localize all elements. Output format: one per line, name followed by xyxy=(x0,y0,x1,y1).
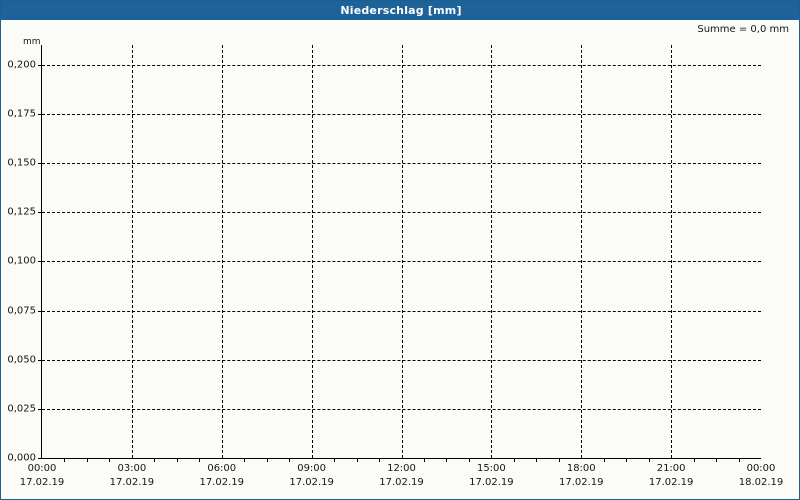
x-axis-date: 17.02.19 xyxy=(19,477,65,488)
x-axis-date: 17.02.19 xyxy=(379,477,424,488)
x-axis-minor-tick xyxy=(738,458,740,462)
gridline-vertical xyxy=(581,45,583,458)
x-axis-minor-tick xyxy=(716,458,718,462)
y-axis-tick xyxy=(38,310,42,312)
x-axis-tick-label: 15:00 17.02.19 xyxy=(469,462,514,490)
x-axis-minor-tick xyxy=(446,458,448,462)
x-axis-time: 21:00 xyxy=(656,463,686,474)
y-axis-tick xyxy=(38,359,42,361)
x-axis-time: 03:00 xyxy=(117,463,147,474)
x-axis-minor-tick xyxy=(64,458,66,462)
x-axis-time: 00:00 xyxy=(746,463,776,474)
x-axis-time: 15:00 xyxy=(476,463,506,474)
y-axis-tick xyxy=(38,163,42,164)
gridline-vertical xyxy=(221,45,223,458)
y-axis-tick xyxy=(38,261,42,263)
x-axis-time: 09:00 xyxy=(297,463,327,474)
y-axis-tick-label: 0,075 xyxy=(7,305,36,316)
y-axis-tick-label: 0,175 xyxy=(7,108,36,120)
x-axis-date: 17.02.19 xyxy=(199,477,245,488)
y-axis-tick-label: 0,025 xyxy=(7,403,36,415)
x-axis-minor-tick xyxy=(513,458,515,462)
y-axis-tick xyxy=(38,212,42,214)
data-series-layer xyxy=(42,45,761,458)
page-title: Niederschlag [mm] xyxy=(340,4,462,17)
x-axis-minor-tick xyxy=(154,458,156,462)
x-axis-tick-label: 18:00 17.02.19 xyxy=(559,462,604,490)
x-axis-minor-tick xyxy=(558,458,560,462)
y-axis-tick-label: 0,200 xyxy=(7,59,36,71)
x-axis-date: 17.02.19 xyxy=(469,477,514,488)
y-axis-tick xyxy=(38,408,42,410)
gridline-vertical xyxy=(311,45,313,458)
x-axis-minor-tick xyxy=(266,458,268,462)
y-axis-tick-label: 0,050 xyxy=(7,354,36,366)
x-axis-minor-tick xyxy=(199,458,201,462)
gridline-vertical xyxy=(401,45,403,458)
gridline-vertical xyxy=(491,45,493,458)
x-axis-tick-label: 09:00 17.02.19 xyxy=(289,462,334,490)
x-axis-time: 06:00 xyxy=(207,463,237,474)
window-title-bar: Niederschlag [mm] xyxy=(1,1,799,20)
x-axis-minor-tick xyxy=(693,458,695,462)
x-axis-minor-tick xyxy=(109,458,111,462)
x-axis-date: 17.02.19 xyxy=(648,477,694,488)
x-axis-date: 17.02.19 xyxy=(289,477,334,488)
x-axis-minor-tick xyxy=(423,458,425,462)
x-axis-tick-label: 00:00 18.02.19 xyxy=(739,462,784,490)
x-axis-minor-tick xyxy=(86,458,88,462)
x-axis-date: 17.02.19 xyxy=(109,477,155,488)
gridline-vertical xyxy=(671,45,673,458)
x-axis-minor-tick xyxy=(244,458,246,462)
x-axis-date: 18.02.19 xyxy=(738,477,784,488)
x-axis-minor-tick xyxy=(468,458,470,462)
x-axis-time: 18:00 xyxy=(566,463,596,474)
x-axis-tick-label: 00:00 17.02.19 xyxy=(20,462,65,490)
x-axis-minor-tick xyxy=(379,458,381,462)
x-axis-minor-tick xyxy=(356,458,358,462)
x-axis-time: 00:00 xyxy=(27,463,57,474)
y-axis-tick xyxy=(38,64,42,66)
x-axis-minor-tick xyxy=(289,458,291,462)
y-axis-unit-label: mm xyxy=(23,37,41,47)
y-axis-tick xyxy=(38,113,42,115)
y-axis-tick-label: 0,000 xyxy=(7,452,36,464)
plot-area: 0,000 0,025 0,050 0,075 0,100 0,125 0,150 0,175… xyxy=(7,45,783,488)
y-axis-tick-label: 0,125 xyxy=(7,206,36,218)
summary-total-label: Summe = 0,0 mm xyxy=(697,24,789,35)
x-axis-date: 17.02.19 xyxy=(558,477,604,488)
x-axis-tick-label: 03:00 17.02.19 xyxy=(110,462,155,490)
y-axis-tick-label: 0,100 xyxy=(7,255,36,267)
x-axis-tick-label: 21:00 17.02.19 xyxy=(649,462,694,490)
x-axis-tick-label: 06:00 17.02.19 xyxy=(199,462,244,490)
x-axis-minor-tick xyxy=(334,458,336,462)
x-axis-minor-tick xyxy=(626,458,628,462)
y-axis-tick-label: 0,150 xyxy=(7,157,36,169)
x-axis-tick-label: 12:00 17.02.19 xyxy=(379,462,424,490)
gridline-vertical xyxy=(131,45,133,458)
x-axis-time: 12:00 xyxy=(387,463,416,474)
x-axis-minor-tick xyxy=(648,458,650,462)
x-axis-minor-tick xyxy=(536,458,538,462)
y-axis-tick xyxy=(38,458,42,459)
x-axis-minor-tick xyxy=(176,458,178,462)
x-axis-minor-tick xyxy=(603,458,605,462)
